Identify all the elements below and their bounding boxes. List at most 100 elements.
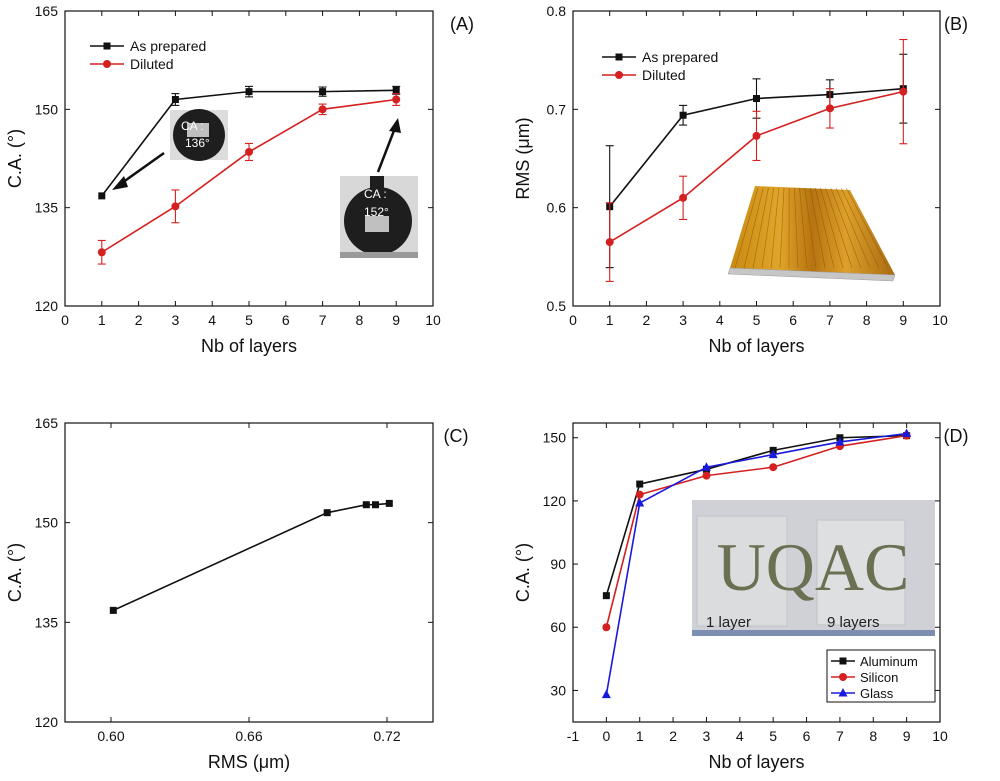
afm-stripe	[814, 187, 835, 269]
afm-stripe	[799, 187, 808, 269]
series-as-prepared	[109, 499, 393, 614]
panel-label: (A)	[450, 14, 474, 34]
y-tick-label: 120	[543, 493, 567, 509]
inset-ca-value: 152°	[364, 205, 389, 219]
axes-frame	[64, 422, 434, 723]
x-tick-label: 8	[869, 728, 877, 744]
x-tick-label: 4	[208, 312, 216, 328]
x-tick-label: 3	[679, 312, 687, 328]
x-axis-label: Nb of layers	[201, 336, 297, 356]
series-glass	[601, 428, 912, 699]
y-tick-label: 60	[550, 619, 566, 635]
data-point	[602, 592, 610, 600]
arrow-shaft	[376, 127, 397, 173]
y-tick-label: 0.7	[547, 101, 567, 117]
afm-stripe	[846, 187, 889, 269]
data-point	[385, 499, 393, 507]
x-axis-label: Nb of layers	[708, 336, 804, 356]
data-point	[97, 248, 106, 257]
chart-b: 0 1 2 3 4 5 6 7 8 9 10 0.5 0.6 0.7 0.8 Nb of layers RMS …	[513, 3, 968, 356]
uqac-photo-inset: UQAC 1 layer 9 layers	[692, 500, 935, 636]
series-line	[605, 432, 907, 695]
afm-stripe	[779, 187, 785, 269]
x-tick-label: 1	[636, 728, 644, 744]
data-point	[701, 462, 711, 471]
data-point	[752, 131, 761, 140]
afm-stripe	[770, 187, 780, 269]
data-point	[245, 147, 253, 156]
uqac-text: UQAC	[717, 529, 910, 605]
x-tick-label: 9	[899, 312, 907, 328]
x-tick-label: 6	[789, 312, 797, 328]
data-point	[635, 498, 645, 507]
legend-label: As prepared	[642, 49, 718, 65]
legend-label: Diluted	[130, 56, 174, 72]
data-point	[753, 95, 760, 103]
x-tick-label: 3	[172, 312, 180, 328]
data-point	[768, 449, 778, 459]
data-point	[601, 689, 611, 699]
legend-marker	[103, 42, 111, 50]
droplet-inset-152: CA : 152°	[340, 176, 418, 258]
substrate-line	[340, 252, 418, 258]
chart-d: UQAC 1 layer 9 layers -1 0 1 2 3 4 5 6 7 8 9 10 30 60 90 1…	[513, 422, 969, 772]
x-tick-label: 7	[836, 728, 844, 744]
data-point	[602, 623, 611, 632]
data-point	[319, 88, 327, 96]
arrow-head	[112, 176, 128, 190]
droplet-highlight	[187, 123, 209, 137]
inset-ca-label: CA :	[181, 119, 204, 133]
chart-c: 0.60 0.66 0.72 120 135 150 165 RMS (μm) C.A. (°)…	[5, 415, 469, 772]
data-point	[636, 480, 644, 488]
data-point	[171, 202, 180, 211]
data-point	[323, 509, 331, 517]
data-point	[245, 88, 253, 96]
legend-label: Silicon	[860, 670, 898, 685]
data-point	[392, 95, 401, 104]
x-tick-label: 5	[769, 728, 777, 744]
annotation-arrows	[112, 118, 401, 190]
x-tick-label: 1	[98, 312, 106, 328]
legend-label: Glass	[860, 686, 894, 701]
afm-stripe	[825, 187, 853, 269]
data-point	[702, 471, 711, 480]
y-tick-label: 0.6	[547, 200, 567, 216]
legend-label: Aluminum	[860, 654, 918, 669]
arrow-shaft	[118, 151, 165, 187]
afm-inset	[727, 186, 896, 282]
inset-ca-label: CA :	[364, 187, 387, 201]
x-axis-label: RMS (μm)	[208, 752, 290, 772]
afm-stripe	[820, 187, 844, 269]
y-axis-label: RMS (μm)	[513, 117, 533, 199]
data-point	[362, 501, 370, 509]
x-tick-label: 0.72	[373, 728, 400, 744]
y-tick-label: 30	[550, 682, 566, 698]
afm-stripe	[752, 187, 769, 269]
x-tick-label: 3	[703, 728, 711, 744]
legend-marker	[615, 53, 623, 61]
x-tick-label: 7	[826, 312, 834, 328]
data-point	[825, 104, 834, 113]
x-tick-label: 6	[803, 728, 811, 744]
x-tick-label: 1	[606, 312, 614, 328]
series-line	[605, 434, 907, 628]
arrow-head	[389, 118, 401, 133]
x-tick-label: 2	[669, 728, 677, 744]
sample-1-layer	[696, 515, 788, 627]
legend-marker	[615, 71, 623, 79]
y-tick-label: 120	[35, 714, 59, 730]
droplet-highlight	[365, 216, 389, 232]
x-tick-label: 5	[753, 312, 761, 328]
x-tick-label: 9	[392, 312, 400, 328]
afm-base	[727, 267, 896, 282]
x-tick-label: 10	[425, 312, 441, 328]
series-diluted	[97, 93, 401, 265]
x-tick-label: 5	[245, 312, 253, 328]
afm-stripe	[809, 187, 826, 269]
panel-label: (D)	[944, 426, 969, 446]
chart-a: CA : 136° CA : 152° 0 1 2 3 4 5 6 7 8 9 10 120 135 150 165…	[5, 3, 474, 356]
sample-9-layers	[816, 519, 906, 626]
series-line	[605, 434, 907, 596]
y-tick-label: 0.5	[547, 298, 567, 314]
y-tick-label: 90	[550, 556, 566, 572]
